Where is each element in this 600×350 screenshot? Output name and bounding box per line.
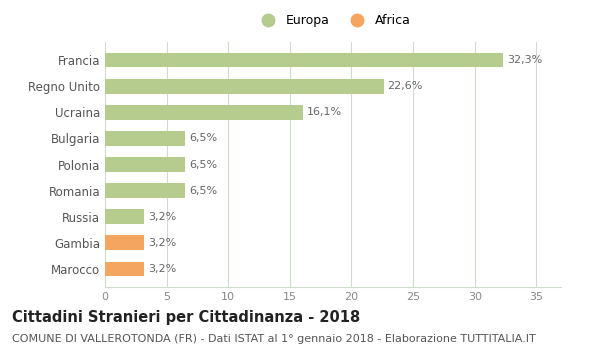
- Text: 16,1%: 16,1%: [307, 107, 342, 117]
- Bar: [105, 53, 503, 68]
- Text: Cittadini Stranieri per Cittadinanza - 2018: Cittadini Stranieri per Cittadinanza - 2…: [12, 310, 360, 325]
- Text: 3,2%: 3,2%: [148, 238, 176, 248]
- Bar: [105, 131, 185, 146]
- Bar: [105, 105, 304, 120]
- Bar: [105, 79, 383, 93]
- Text: COMUNE DI VALLEROTONDA (FR) - Dati ISTAT al 1° gennaio 2018 - Elaborazione TUTTI: COMUNE DI VALLEROTONDA (FR) - Dati ISTAT…: [12, 334, 536, 344]
- Legend: Europa, Africa: Europa, Africa: [251, 9, 415, 32]
- Bar: [105, 236, 145, 250]
- Bar: [105, 261, 145, 276]
- Text: 32,3%: 32,3%: [507, 55, 542, 65]
- Text: 3,2%: 3,2%: [148, 212, 176, 222]
- Text: 22,6%: 22,6%: [387, 81, 422, 91]
- Text: 6,5%: 6,5%: [189, 160, 217, 169]
- Text: 6,5%: 6,5%: [189, 133, 217, 143]
- Bar: [105, 158, 185, 172]
- Text: 6,5%: 6,5%: [189, 186, 217, 196]
- Bar: [105, 209, 145, 224]
- Text: 3,2%: 3,2%: [148, 264, 176, 274]
- Bar: [105, 183, 185, 198]
